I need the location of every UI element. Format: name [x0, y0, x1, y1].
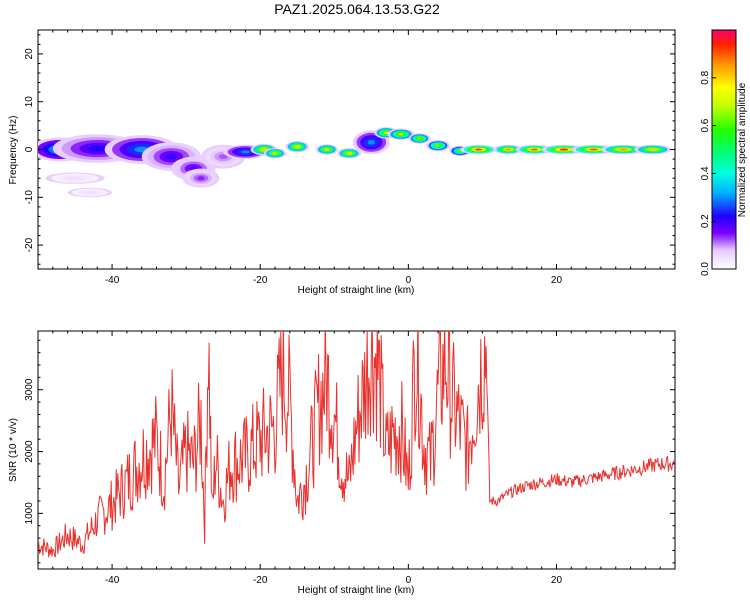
heat-y-tick-label: -10 [24, 190, 35, 205]
colorbar-ticks: 0.0 0.2 0.4 0.6 0.8 [700, 29, 737, 276]
heatmap-cell-25-4 [589, 148, 598, 151]
snr-y-tick-label: 2000 [24, 440, 35, 463]
snr-x-tick-label: -40 [105, 575, 120, 586]
heat-x-tick-label: -20 [253, 275, 268, 286]
heatmap-cell-26-4 [618, 148, 628, 151]
colorbar-tick-label: 0.4 [700, 166, 711, 180]
snr-series-group [38, 331, 675, 558]
colorbar-tick-label: 0.6 [700, 118, 711, 132]
snr-series-line [38, 331, 675, 558]
heat-y-tick-label: -20 [24, 237, 35, 252]
snr-x-tick-label: 0 [406, 575, 412, 586]
heatmap-cell-8-4 [85, 191, 95, 194]
snr-plot-area [37, 330, 676, 570]
heat-x-tick-label: -40 [105, 275, 120, 286]
heatmap-cell-22-4 [505, 148, 512, 151]
colorbar-tick-label: 0.0 [700, 262, 711, 276]
spectrogram-heatmap [38, 127, 672, 198]
heat-y-tick-label: 20 [24, 48, 35, 60]
heatmap-cell-5-4 [197, 176, 205, 181]
heatmap-cell-27-4 [649, 148, 657, 151]
colorbar-frame [711, 29, 737, 270]
heatmap-cell-19-4 [435, 144, 441, 147]
snr-y-tick-label: 3000 [24, 378, 35, 401]
heatmap-cell-18-4 [417, 137, 422, 140]
heat-y-tick-label: 0 [24, 146, 35, 152]
heat-y-tick-label: 10 [24, 96, 35, 108]
colorbar-scale [712, 30, 736, 269]
chart-title: PAZ1.2025.064.13.53.G22 [274, 1, 440, 17]
spectrogram-panel: -40 -20 0 20 -20 -10 0 10 20 Height of straight … [8, 29, 676, 296]
colorbar-tick-label: 0.2 [700, 214, 711, 228]
heatmap-cell-3-4 [165, 153, 178, 160]
snr-x-tick-label: 20 [551, 575, 563, 586]
colorbar-label: Normalized spectral amplitude [737, 82, 748, 217]
snr-y-tick-label: 1000 [24, 502, 35, 525]
heatmap-cell-23-4 [530, 148, 538, 151]
heatmap-cell-6-4 [218, 154, 228, 160]
spectrogram-axis-ticks: -40 -20 0 20 -20 -10 0 10 20 [24, 30, 675, 286]
snr-panel: -40 -20 0 20 1000 2000 3000 Height of straight… [8, 330, 676, 596]
heatmap-cell-1-4 [88, 145, 107, 152]
spectrogram-x-axis-label: Height of straight line (km) [298, 285, 415, 296]
heatmap-cell-11-4 [272, 152, 278, 155]
heatmap-cell-15-4 [367, 139, 376, 145]
snr-axis-ticks: -40 -20 0 20 1000 2000 3000 [24, 331, 675, 586]
heatmap-cell-16-4 [383, 131, 389, 134]
spectrogram-y-axis-label: Frequency (Hz) [8, 116, 19, 185]
heatmap-cell-21-4 [475, 148, 483, 151]
heatmap-cell-12-4 [294, 145, 300, 148]
heatmap-cell-9-4 [240, 150, 250, 154]
colorbar: 0.0 0.2 0.4 0.6 0.8 Normalized spectral ampl… [700, 29, 748, 276]
snr-x-axis-label: Height of straight line (km) [298, 585, 415, 596]
heatmap-cell-7-4 [69, 177, 81, 180]
snr-y-axis-label: SNR (10 * v/v) [8, 418, 19, 482]
snr-x-tick-label: -20 [253, 575, 268, 586]
heatmap-cell-17-4 [398, 133, 404, 136]
heatmap-cell-14-4 [346, 152, 352, 155]
heatmap-cell-24-4 [559, 148, 569, 151]
heat-x-tick-label: 20 [551, 275, 563, 286]
colorbar-tick-label: 0.8 [700, 70, 711, 84]
heat-x-tick-label: 0 [406, 275, 412, 286]
heatmap-cell-10-4 [261, 148, 267, 151]
heatmap-cell-13-4 [324, 148, 330, 151]
